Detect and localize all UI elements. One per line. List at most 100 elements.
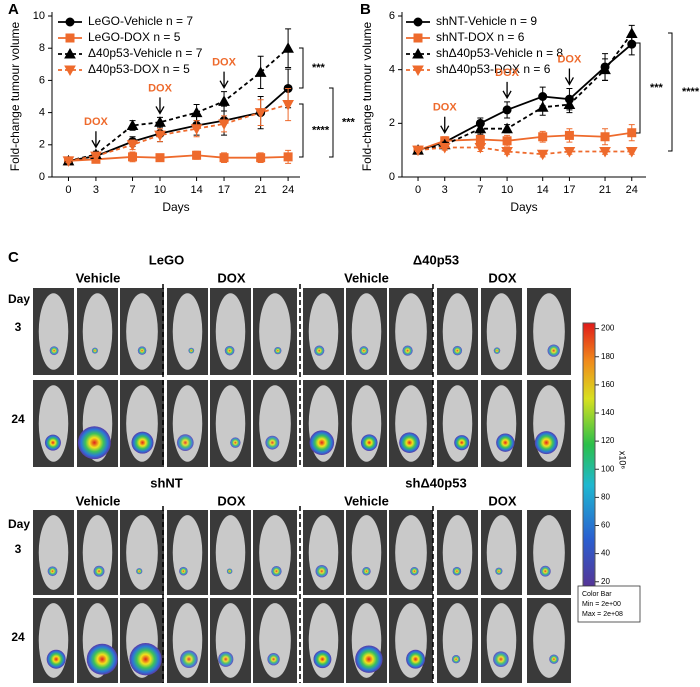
signal [547, 344, 560, 357]
legend-marker [413, 17, 423, 27]
marker [536, 101, 549, 112]
legend-label: shΔ40p53-Vehicle n = 8 [436, 46, 563, 60]
marker [538, 132, 548, 142]
signal [267, 653, 280, 666]
signal [534, 431, 558, 455]
marker [438, 142, 451, 154]
y-tick-label: 2 [39, 139, 45, 151]
signal [410, 566, 419, 576]
panel-label: C [8, 249, 19, 266]
mouse-body [308, 293, 339, 370]
marker [154, 116, 166, 127]
signal [452, 345, 463, 356]
marker [412, 145, 424, 157]
marker [190, 124, 203, 135]
mouse-body [442, 603, 473, 678]
x-tick-label: 17 [218, 184, 230, 196]
signal [44, 434, 61, 451]
signal [46, 649, 66, 669]
significance-bracket [636, 42, 641, 134]
marker [502, 136, 512, 146]
marker [218, 119, 230, 130]
signal [226, 568, 233, 574]
series-line [417, 43, 633, 152]
significance-bracket [668, 32, 673, 152]
y-tick-label: 10 [33, 10, 45, 22]
marker [190, 106, 203, 118]
significance-bracket [299, 103, 304, 158]
condition-label: DOX [217, 270, 246, 285]
signal [86, 643, 118, 675]
marker [254, 66, 267, 77]
marker [219, 153, 229, 163]
mouse-body [533, 603, 565, 678]
x-axis-label: Days [162, 200, 189, 214]
x-tick-label: 7 [129, 184, 135, 196]
condition-label: DOX [217, 493, 246, 508]
x-tick-label: 0 [415, 184, 421, 196]
marker [501, 147, 513, 158]
colorbar-tick-label: 60 [601, 521, 610, 530]
marker [126, 119, 139, 130]
annotation: DOX [84, 116, 109, 128]
mouse-body [308, 515, 339, 590]
marker [154, 130, 166, 142]
x-tick-label: 17 [563, 184, 575, 196]
legend-label: Δ40p53-Vehicle n = 7 [88, 46, 203, 60]
panel-label: B [360, 1, 371, 18]
condition-label: DOX [488, 493, 517, 508]
signal [274, 346, 282, 355]
mouse-body [82, 293, 113, 370]
signal [129, 643, 162, 676]
mouse-body [215, 515, 246, 590]
mouse-body [126, 293, 158, 370]
condition-label: Vehicle [76, 493, 121, 508]
marker [474, 122, 487, 134]
series-line [417, 32, 633, 152]
colorbar [582, 322, 596, 594]
signal [406, 649, 426, 669]
legend-marker [64, 47, 76, 59]
legend-label: shNT-DOX n = 6 [436, 30, 525, 44]
group-title: Δ40p53 [413, 252, 459, 267]
colorbar-tick-label: 200 [601, 324, 615, 333]
marker [536, 149, 549, 161]
condition-label: Vehicle [76, 270, 121, 285]
marker [155, 153, 165, 163]
significance: *** [342, 116, 356, 128]
legend-marker [412, 47, 424, 59]
day-label: Day [8, 517, 30, 531]
marker [599, 147, 611, 158]
signal [265, 435, 280, 450]
mouse-body [486, 293, 517, 370]
x-tick-label: 21 [255, 184, 267, 196]
series-line [417, 131, 632, 152]
x-tick-label: 3 [93, 184, 99, 196]
series-line [68, 103, 289, 162]
signal [218, 651, 234, 667]
signal [493, 651, 509, 668]
colorbar-info: Color Bar [582, 591, 612, 598]
day-value: 3 [15, 320, 22, 334]
day-value: 24 [11, 412, 25, 426]
legend-label: shNT-Vehicle n = 9 [436, 14, 537, 28]
mouse-body [442, 515, 473, 590]
legend-marker [412, 65, 424, 77]
signal [493, 347, 501, 354]
x-axis-label: Days [510, 200, 537, 214]
mouse-body [351, 515, 382, 590]
mouse-body [82, 515, 113, 590]
marker [625, 147, 638, 158]
annotation: DOX [433, 102, 458, 114]
y-tick-label: 0 [39, 171, 45, 183]
y-tick-label: 0 [389, 171, 395, 183]
x-tick-label: 21 [599, 184, 611, 196]
x-tick-label: 24 [626, 184, 638, 196]
marker [126, 140, 139, 151]
colorbar-info: Max = 2e+08 [582, 611, 623, 618]
x-tick-label: 10 [154, 184, 166, 196]
mouse-body [395, 293, 427, 370]
mouse-body [215, 603, 246, 678]
x-tick-label: 24 [282, 184, 294, 196]
y-tick-label: 6 [389, 10, 395, 22]
